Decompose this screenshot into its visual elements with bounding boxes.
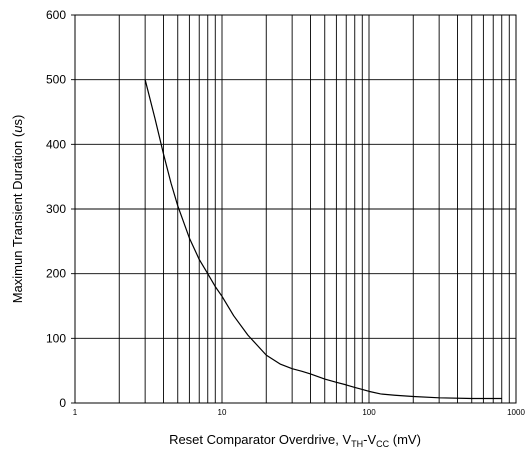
x-axis-title-suffix: (mV) — [389, 432, 421, 447]
x-axis-title: Reset Comparator Overdrive, VTH-VCC (mV) — [169, 432, 421, 449]
plot-frame — [74, 14, 517, 404]
x-tick-label: 100 — [362, 408, 376, 417]
y-tick-label: 0 — [59, 396, 66, 410]
y-tick-label: 400 — [46, 137, 66, 151]
series-line — [144, 79, 502, 400]
y-axis-title: Maximun Transient Duration (us) — [10, 115, 25, 304]
y-tick-label: 600 — [46, 8, 66, 22]
x-axis-title-sub-cc: CC — [376, 439, 389, 449]
y-tick-label: 500 — [46, 73, 66, 87]
y-axis-title-prefix: Maximun Transient Duration ( — [10, 132, 25, 303]
y-axis-title-mu: u — [10, 126, 25, 133]
grid-lines — [71, 14, 517, 404]
x-axis-title-sub-th: TH — [351, 439, 363, 449]
y-axis-title-suffix: s) — [10, 115, 25, 126]
x-tick-label: 10 — [218, 408, 227, 417]
x-tick-label: 1000 — [507, 408, 525, 417]
x-tick-label: 1 — [73, 408, 78, 417]
x-axis-title-mid: -V — [363, 432, 376, 447]
tick-labels: 0 100 200 300 400 500 600 1 10 100 1000 — [46, 8, 525, 417]
y-tick-label: 200 — [46, 267, 66, 281]
x-axis-title-prefix: Reset Comparator Overdrive, V — [169, 432, 351, 447]
y-tick-label: 100 — [46, 331, 66, 345]
series-layer — [144, 79, 502, 400]
y-tick-label: 300 — [46, 202, 66, 216]
